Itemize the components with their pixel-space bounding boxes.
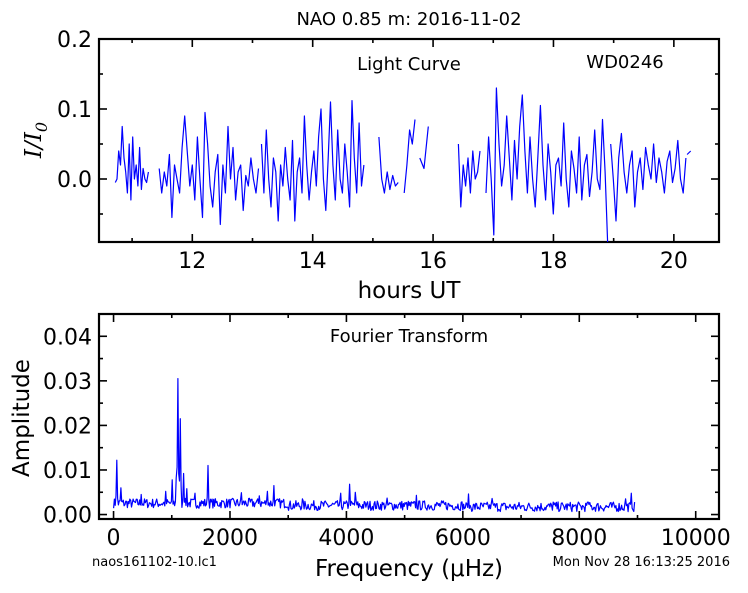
light-curve-segment [686,150,692,155]
light-curve-segment [260,99,365,222]
y-tick-label: 0.01 [43,459,92,484]
x-tick-label: 14 [299,249,327,274]
x-tick-label: 6000 [435,526,491,551]
amplitude-spectrum-line [113,378,636,513]
data-file-name: naos161102-10.lc1 [92,555,217,570]
light-curve-segment [158,111,260,226]
y-tick-label: 0.03 [43,370,92,395]
light-curve-series [114,87,692,243]
generation-timestamp: Mon Nov 28 16:13:25 2016 [553,555,730,570]
fourier-frame [97,312,721,521]
light-curve-panel: 12 14 16 18 20 0.0 0.1 0.2 Light Curve WD0246 h… [21,28,721,304]
y-tick-label: 0.00 [43,504,92,529]
light-curve-segment [114,125,149,201]
light-curve-x-axis-label: hours UT [358,278,462,304]
x-tick-label: 2000 [202,526,258,551]
fourier-panel: 0 2000 4000 6000 8000 10000 0.00 0.01 0.02 0.03 0.… [9,312,731,582]
light-curve-frame [97,37,721,244]
x-tick-label: 12 [178,249,206,274]
x-tick-label: 20 [660,249,688,274]
light-curve-segment [485,87,609,243]
y-tick-label: 0.04 [43,325,92,350]
x-tick-label: 16 [419,249,447,274]
y-tick-label: 0.02 [43,414,92,439]
y-tick-label: 0.2 [57,28,92,53]
fourier-annotation: Fourier Transform [330,326,488,347]
fourier-series [113,378,636,513]
fourier-x-axis-label: Frequency (μHz) [315,556,503,582]
light-curve-segment [403,119,416,194]
fourier-ticks: 0 2000 4000 6000 8000 10000 0.00 0.01 0.02 0.03 0.… [43,313,731,551]
light-curve-annotation: Light Curve [357,54,461,75]
x-tick-label: 10000 [661,526,731,551]
light-curve-ticks: 12 14 16 18 20 0.0 0.1 0.2 [57,28,719,274]
x-tick-label: 0 [107,526,121,551]
fourier-y-axis-label: Amplitude [9,359,35,477]
x-tick-label: 4000 [318,526,374,551]
light-curve-segment [378,136,399,194]
y-tick-label: 0.1 [57,98,92,123]
light-curve-segment [419,126,429,170]
light-curve-segment [610,132,687,222]
figure-title: NAO 0.85 m: 2016-11-02 [296,9,521,30]
light-curve-segment [457,143,481,208]
x-tick-label: 18 [539,249,567,274]
object-name-label: WD0246 [586,52,663,73]
y-tick-label: 0.0 [57,168,92,193]
x-tick-label: 8000 [551,526,607,551]
light-curve-y-axis-label: I/I0 [21,122,51,159]
